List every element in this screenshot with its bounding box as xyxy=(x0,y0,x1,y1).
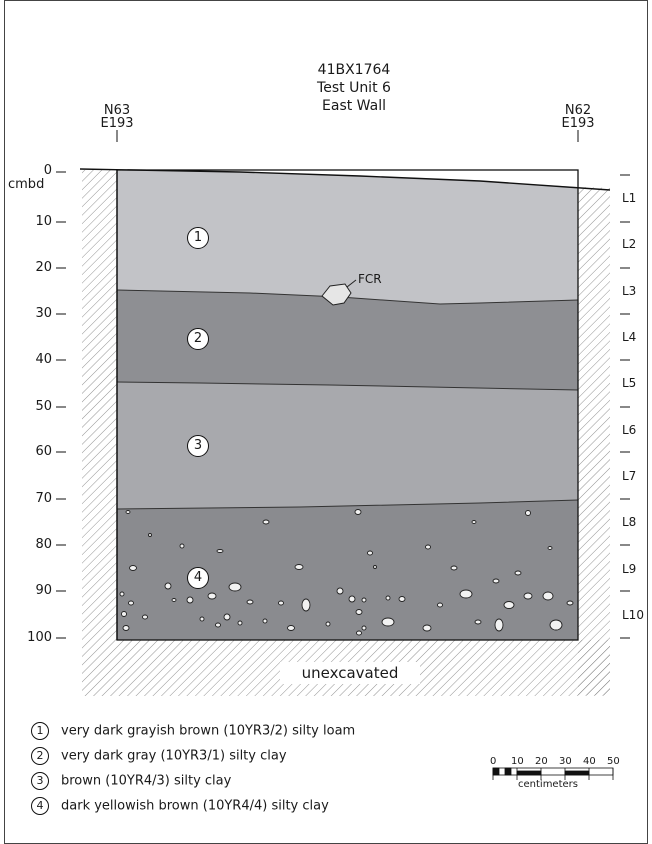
left-corner-east: E193 xyxy=(100,116,134,131)
legend-number-2: 2 xyxy=(31,747,49,765)
legend-text-2: very dark gray (10YR3/1) silty clay xyxy=(61,748,287,764)
level-label-l6: L6 xyxy=(622,423,637,437)
scale-unit-label: centimeters xyxy=(518,779,578,790)
legend-item-1: 1 very dark grayish brown (10YR3/2) silty… xyxy=(31,722,355,742)
fcr-leader-line xyxy=(346,279,357,288)
stratum-3-area xyxy=(117,382,578,509)
unit-title: Test Unit 6 xyxy=(317,80,391,96)
stratum-3-marker: 3 xyxy=(187,435,209,457)
legend-item-3: 3 brown (10YR4/3) silty clay xyxy=(31,772,231,792)
depth-label-90: 90 xyxy=(35,583,52,598)
depth-label-20: 20 xyxy=(35,260,52,275)
boundary-2-3 xyxy=(116,381,579,391)
scale-tick-30: 30 xyxy=(559,756,572,767)
depth-unit-label: cmbd xyxy=(8,177,45,192)
level-label-l10: L10 xyxy=(622,608,644,622)
right-corner-north: N62 xyxy=(564,103,592,118)
depth-label-80: 80 xyxy=(35,537,52,552)
gravel-inclusions xyxy=(119,509,574,636)
stratum-1-area xyxy=(117,170,578,304)
site-number: 41BX1764 xyxy=(317,62,391,78)
level-separators xyxy=(620,174,630,639)
level-label-l4: L4 xyxy=(622,330,637,344)
depth-label-30: 30 xyxy=(35,306,52,321)
scale-tick-0: 0 xyxy=(490,756,497,767)
boundary-1-2 xyxy=(116,289,579,305)
scale-tick-20: 20 xyxy=(535,756,548,767)
boundary-3-4 xyxy=(116,499,579,510)
fcr-label: FCR xyxy=(358,272,382,286)
level-label-l5: L5 xyxy=(622,376,637,390)
left-corner-north: N63 xyxy=(103,103,131,118)
unexcavated-label: unexcavated xyxy=(280,662,420,684)
level-label-l2: L2 xyxy=(622,237,637,251)
stratum-2-area xyxy=(117,290,578,390)
legend-item-2: 2 very dark gray (10YR3/1) silty clay xyxy=(31,747,287,767)
depth-label-10: 10 xyxy=(35,214,52,229)
legend-text-1: very dark grayish brown (10YR3/2) silty … xyxy=(61,723,356,739)
level-label-l7: L7 xyxy=(622,469,637,483)
legend-number-3: 3 xyxy=(31,772,49,790)
stratum-1-marker: 1 xyxy=(187,227,209,249)
legend-text-4: dark yellowish brown (10YR4/4) silty cla… xyxy=(61,798,329,814)
right-corner-east: E193 xyxy=(561,116,595,131)
depth-label-0: 0 xyxy=(43,163,52,178)
level-label-l1: L1 xyxy=(622,191,637,205)
scale-tick-50: 50 xyxy=(607,756,620,767)
scale-tick-40: 40 xyxy=(583,756,596,767)
level-label-l8: L8 xyxy=(622,515,637,529)
depth-label-40: 40 xyxy=(35,352,52,367)
stratum-4-marker: 4 xyxy=(187,567,209,589)
depth-label-70: 70 xyxy=(35,491,52,506)
ground-surface-line xyxy=(79,168,611,191)
scale-bar xyxy=(492,767,614,780)
stratum-2-marker: 2 xyxy=(187,328,209,350)
depth-label-60: 60 xyxy=(35,444,52,459)
depth-label-50: 50 xyxy=(35,399,52,414)
level-label-l9: L9 xyxy=(622,562,637,576)
legend-number-1: 1 xyxy=(31,722,49,740)
fcr-rock xyxy=(321,283,352,306)
depth-label-100: 100 xyxy=(27,630,52,645)
scale-tick-10: 10 xyxy=(511,756,524,767)
depth-tick-marks xyxy=(56,171,66,639)
legend-number-4: 4 xyxy=(31,797,49,815)
level-label-l3: L3 xyxy=(622,284,637,298)
legend-text-3: brown (10YR4/3) silty clay xyxy=(61,773,232,789)
stratum-4-area xyxy=(117,500,578,640)
legend-item-4: 4 dark yellowish brown (10YR4/4) silty cl… xyxy=(31,797,329,817)
wall-title: East Wall xyxy=(322,98,386,114)
